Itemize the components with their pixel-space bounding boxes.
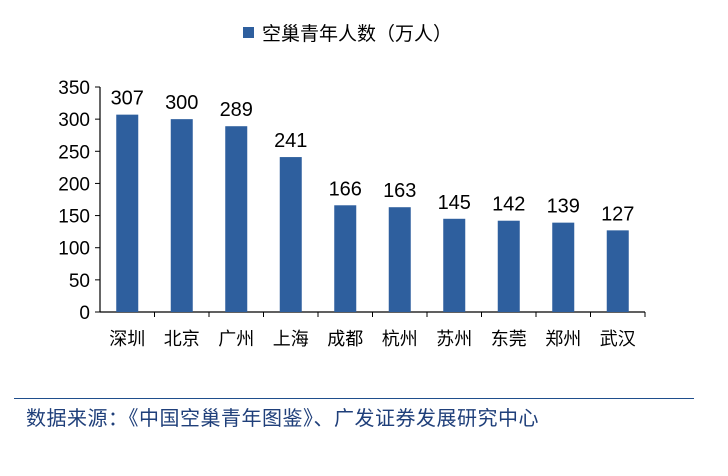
data-label: 300 — [165, 92, 198, 114]
y-tick-label: 100 — [58, 239, 90, 260]
data-label: 289 — [220, 99, 253, 121]
legend-swatch — [243, 26, 254, 38]
x-tick-label: 武汉 — [600, 329, 636, 350]
legend: 空巢青年人数（万人） — [243, 18, 452, 46]
y-tick-label: 300 — [58, 110, 90, 131]
x-tick-label: 上海 — [273, 329, 309, 350]
bar — [497, 220, 520, 312]
x-tick-label: 东莞 — [491, 329, 527, 350]
x-tick-label: 郑州 — [545, 329, 581, 350]
source-note: 数据来源：《中国空巢青年图鉴》、广发证券发展研究中心 — [26, 406, 539, 430]
bar — [116, 114, 139, 313]
x-tick-label: 深圳 — [109, 329, 145, 350]
bar — [388, 207, 411, 312]
data-label: 127 — [601, 203, 634, 225]
bar — [443, 218, 466, 312]
y-axis: 0 50 100 150 200 250 300 350 — [58, 78, 101, 324]
y-tick-label: 200 — [58, 174, 90, 195]
bar — [279, 157, 302, 312]
y-tick-label: 0 — [79, 303, 90, 324]
x-axis: 深圳 北京 广州 上海 成都 杭州 苏州 东莞 郑州 武汉 — [100, 311, 646, 350]
bar — [225, 126, 248, 312]
y-tick-label: 150 — [58, 207, 90, 228]
bar-series — [116, 114, 629, 313]
x-tick-label: 成都 — [327, 329, 363, 350]
y-tick-label: 350 — [58, 78, 90, 99]
data-label: 139 — [547, 196, 580, 218]
legend-label: 空巢青年人数（万人） — [262, 22, 453, 45]
bar-chart: 0 50 100 150 200 250 300 350 深圳 北京 广州 上海 成都 杭州 苏州 东莞 郑州… — [58, 78, 646, 350]
bar — [170, 119, 193, 313]
x-tick-label: 广州 — [218, 329, 254, 350]
y-tick-label: 50 — [69, 271, 90, 292]
data-label: 142 — [492, 194, 525, 216]
bar — [606, 230, 629, 312]
data-label: 241 — [274, 130, 307, 152]
x-tick-label: 杭州 — [382, 329, 418, 350]
bar — [552, 222, 575, 312]
data-label: 145 — [438, 192, 471, 214]
data-label: 166 — [329, 178, 362, 200]
data-labels: 307 300 289 241 166 163 145 142 139 127 — [111, 88, 635, 226]
source-divider — [14, 398, 694, 399]
y-tick-label: 250 — [58, 142, 90, 163]
x-tick-label: 苏州 — [436, 329, 472, 350]
data-label: 163 — [383, 180, 416, 202]
bar — [334, 205, 357, 312]
x-tick-label: 北京 — [164, 329, 200, 350]
data-label: 307 — [111, 88, 144, 110]
